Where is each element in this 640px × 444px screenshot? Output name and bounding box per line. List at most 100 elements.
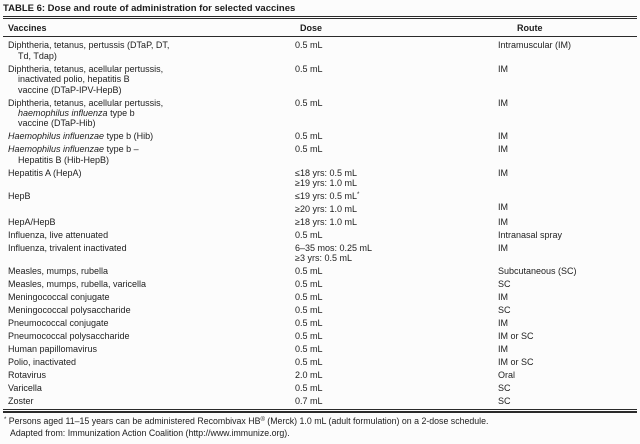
dose-cell: 0.5 mL: [295, 64, 498, 95]
vaccine-cell: Diphtheria, tetanus, acellular pertussis…: [3, 98, 295, 129]
text-segment: Rotavirus: [8, 369, 47, 380]
text-segment: SC: [498, 304, 511, 315]
table-row: Diphtheria, tetanus, pertussis (DTaP, DT…: [3, 39, 637, 62]
text-line: 0.5 mL: [295, 344, 498, 354]
vaccine-cell: Varicella: [3, 383, 295, 393]
dose-cell: 0.5 mL: [295, 305, 498, 315]
table-row: Varicella 0.5 mL SC: [3, 382, 637, 395]
table-row: Measles, mumps, rubella, varicella 0.5 mL…: [3, 278, 637, 291]
text-line: ≥19 yrs: 1.0 mL: [295, 178, 498, 188]
text-segment: haemophilus influenza: [18, 107, 108, 118]
text-segment: IM: [498, 343, 508, 354]
dose-cell: 0.5 mL: [295, 279, 498, 289]
text-segment: ≥18 yrs: 1.0 mL: [295, 216, 357, 227]
text-segment: type b –: [104, 144, 139, 155]
text-line: 0.5 mL: [295, 144, 498, 154]
route-cell: IM: [498, 168, 637, 189]
text-segment: 0.5 mL: [295, 317, 323, 328]
dose-cell: 0.5 mL: [295, 318, 498, 328]
text-segment: Meningococcal conjugate: [8, 291, 110, 302]
text-segment: 0.5 mL: [295, 131, 323, 142]
text-line: IM or SC: [498, 357, 637, 367]
table-row: Diphtheria, tetanus, acellular pertussis…: [3, 62, 637, 96]
vaccine-cell: Meningococcal conjugate: [3, 292, 295, 302]
table-row: Diphtheria, tetanus, acellular pertussis…: [3, 96, 637, 130]
text-segment: Hepatitis A (HepA): [8, 167, 82, 178]
text-segment: 0.5 mL: [295, 229, 323, 240]
title-divider: [3, 16, 637, 19]
text-line: Haemophilus influenzae type b –: [8, 144, 295, 154]
text-line: SC: [498, 305, 637, 315]
text-segment: IM: [498, 167, 508, 178]
dose-cell: ≥18 yrs: 1.0 mL: [295, 217, 498, 227]
text-segment: 0.5 mL: [295, 382, 323, 393]
text-line: Intramuscular (IM): [498, 40, 637, 50]
table-row: Pneumococcal polysaccharide 0.5 mL IM or S…: [3, 330, 637, 343]
text-segment: SC: [498, 278, 511, 289]
text-line: Meningococcal polysaccharide: [8, 305, 295, 315]
table-row: Zoster 0.7 mL SC: [3, 395, 637, 408]
table-row: Polio, inactivated 0.5 mL IM or SC: [3, 356, 637, 369]
text-line: 0.5 mL: [295, 305, 498, 315]
text-line: Measles, mumps, rubella: [8, 266, 295, 276]
text-segment: Meningococcal polysaccharide: [8, 304, 131, 315]
text-segment: ≥3 yrs: 0.5 mL: [295, 252, 352, 263]
text-line: SC: [498, 279, 637, 289]
text-segment: Varicella: [8, 382, 42, 393]
dose-cell: 0.5 mL: [295, 266, 498, 276]
footnote-line: Adapted from: Immunization Action Coalit…: [4, 428, 637, 439]
text-line: ≥3 yrs: 0.5 mL: [295, 253, 498, 263]
text-segment: Intranasal spray: [498, 229, 563, 240]
text-segment: IM: [498, 144, 508, 155]
text-line: Pneumococcal polysaccharide: [8, 331, 295, 341]
text-segment: ≤18 yrs: 0.5 mL: [295, 167, 357, 178]
column-header-dose: Dose: [300, 23, 323, 33]
vaccine-cell: Influenza, trivalent inactivated: [3, 243, 295, 264]
text-segment: type b (Hib): [104, 131, 154, 142]
dose-cell: 0.5 mL: [295, 357, 498, 367]
vaccine-cell: Diphtheria, tetanus, acellular pertussis…: [3, 64, 295, 95]
vaccine-cell: Haemophilus influenzae type b – Hepatitis…: [3, 144, 295, 165]
text-segment: 0.5 mL: [295, 40, 323, 51]
dose-cell: 0.5 mL: [295, 331, 498, 341]
text-line: vaccine (DTaP-IPV-HepB): [8, 85, 295, 95]
route-cell: SC: [498, 396, 637, 406]
header-divider: [3, 36, 637, 37]
table-row: Human papillomavirus 0.5 mL IM: [3, 343, 637, 356]
route-cell: SC: [498, 279, 637, 289]
text-line: IM or SC: [498, 331, 637, 341]
text-line: [498, 191, 637, 201]
text-segment: *: [4, 416, 7, 423]
text-segment: IM: [498, 216, 508, 227]
text-line: 0.5 mL: [295, 383, 498, 393]
route-cell: SC: [498, 383, 637, 393]
text-segment: Pneumococcal polysaccharide: [8, 330, 130, 341]
text-segment: HepA/HepB: [8, 216, 56, 227]
vaccine-cell: Human papillomavirus: [3, 344, 295, 354]
route-cell: IM: [498, 191, 637, 214]
table-row: Measles, mumps, rubella 0.5 mL Subcutaneou…: [3, 265, 637, 278]
text-segment: 0.7 mL: [295, 395, 323, 406]
table-row: Hepatitis A (HepA) ≤18 yrs: 0.5 mL ≥19 yrs…: [3, 166, 637, 189]
text-segment: HepB: [8, 191, 31, 202]
text-line: IM: [498, 217, 637, 227]
dose-cell: 0.5 mL: [295, 40, 498, 61]
text-line: IM: [498, 98, 637, 108]
dose-cell: 2.0 mL: [295, 370, 498, 380]
route-cell: Intranasal spray: [498, 230, 637, 240]
text-segment: vaccine (DTaP-Hib): [18, 118, 96, 129]
table-row: Meningococcal polysaccharide 0.5 mL SC: [3, 304, 637, 317]
table-row: Rotavirus 2.0 mL Oral: [3, 369, 637, 382]
dose-cell: 0.5 mL: [295, 98, 498, 129]
route-cell: IM: [498, 98, 637, 129]
dose-cell: 0.7 mL: [295, 396, 498, 406]
vaccine-cell: Polio, inactivated: [3, 357, 295, 367]
text-line: 0.5 mL: [295, 64, 498, 74]
text-line: Influenza, live attenuated: [8, 230, 295, 240]
text-line: 0.5 mL: [295, 230, 498, 240]
vaccine-cell: Measles, mumps, rubella: [3, 266, 295, 276]
text-line: HepB: [8, 191, 295, 201]
table-row: Meningococcal conjugate 0.5 mL IM: [3, 291, 637, 304]
table-title: TABLE 6: Dose and route of administratio…: [3, 3, 296, 14]
text-segment: SC: [498, 395, 511, 406]
